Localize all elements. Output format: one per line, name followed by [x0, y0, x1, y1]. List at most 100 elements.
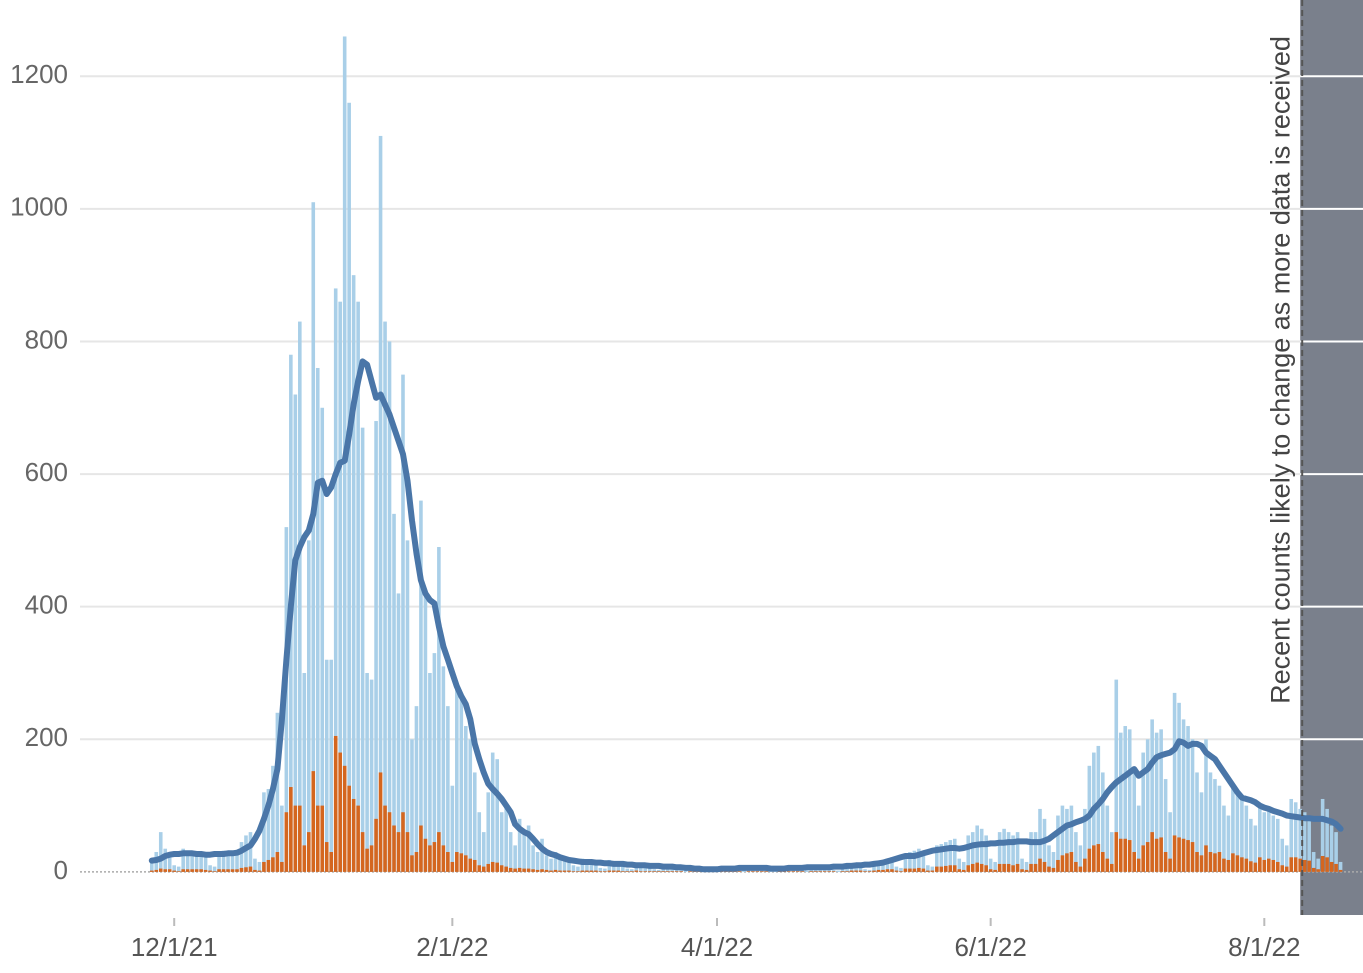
bar: [194, 852, 199, 872]
bar: [383, 805, 387, 872]
bar: [1249, 861, 1253, 872]
bar: [481, 866, 486, 872]
bar: [872, 870, 876, 872]
bar: [306, 540, 311, 872]
bar: [194, 869, 199, 872]
bar: [522, 868, 526, 872]
bar: [428, 845, 432, 872]
bar: [993, 869, 997, 872]
bar: [760, 871, 764, 872]
bar: [405, 540, 410, 872]
bar: [248, 832, 253, 872]
bar: [908, 868, 912, 872]
bar: [827, 871, 831, 872]
bar: [944, 865, 948, 872]
bar: [1159, 729, 1163, 872]
bar: [253, 858, 257, 872]
bar: [1150, 832, 1154, 872]
bar: [840, 871, 845, 872]
bar: [212, 871, 217, 872]
bar: [822, 871, 827, 872]
bar: [517, 818, 522, 872]
bar: [1298, 858, 1302, 872]
bar: [836, 870, 840, 872]
bar: [1222, 805, 1226, 872]
bar: [903, 853, 908, 872]
bar: [230, 853, 235, 872]
bar: [603, 868, 607, 872]
bar: [342, 765, 347, 872]
average-line: [148, 358, 1344, 873]
bar: [1262, 812, 1267, 872]
bar: [1060, 855, 1065, 872]
recent-shade: [1300, 0, 1363, 915]
bar: [472, 772, 477, 872]
bar: [558, 870, 562, 872]
bar: [419, 500, 423, 872]
bar: [643, 871, 648, 872]
bar: [1284, 866, 1289, 872]
bar: [495, 862, 499, 872]
bar: [504, 805, 508, 872]
bar: [576, 866, 580, 872]
bar: [244, 867, 248, 872]
bar: [1329, 861, 1334, 872]
bar: [1307, 860, 1311, 872]
bar: [1029, 863, 1033, 872]
bar: [558, 855, 562, 872]
bar: [571, 871, 576, 872]
bar: [594, 870, 598, 872]
bar: [1087, 848, 1092, 872]
bar: [562, 870, 567, 872]
bar: [468, 739, 473, 872]
bar: [333, 735, 338, 872]
bar: [979, 828, 984, 872]
bar: [311, 771, 316, 872]
bar: [275, 712, 280, 872]
bar: [1190, 842, 1195, 872]
bar: [594, 861, 598, 872]
bar: [1195, 772, 1199, 872]
bar: [652, 869, 657, 872]
bar: [1154, 732, 1159, 872]
bar: [1199, 792, 1204, 872]
bar: [374, 818, 378, 872]
bar: [621, 863, 625, 872]
bar: [235, 852, 239, 872]
bar: [935, 866, 939, 872]
bar: [544, 869, 549, 872]
bar: [280, 861, 284, 872]
bar: [149, 870, 154, 872]
bar: [567, 857, 571, 872]
bar: [917, 867, 921, 872]
bar: [1249, 818, 1253, 872]
y-tick-label: 400: [25, 590, 68, 620]
bar: [1056, 815, 1060, 872]
bar: [378, 135, 383, 872]
bar: [1042, 818, 1047, 872]
bar: [1253, 825, 1258, 872]
bar: [1190, 739, 1195, 872]
bar: [535, 869, 540, 872]
bar: [1060, 805, 1065, 872]
bar: [948, 865, 953, 872]
bar: [1042, 861, 1047, 872]
bar: [320, 407, 325, 872]
bar: [1136, 805, 1141, 872]
bar: [176, 871, 181, 872]
bar: [585, 870, 589, 872]
bar: [167, 869, 172, 872]
bar: [208, 865, 212, 872]
bar: [298, 805, 302, 872]
bar: [450, 861, 455, 872]
bar: [912, 868, 917, 872]
bar: [1109, 863, 1114, 872]
bar: [885, 869, 890, 872]
bar: [432, 653, 437, 872]
bar: [621, 871, 625, 872]
bar: [1338, 861, 1343, 872]
bar: [647, 871, 652, 872]
bar: [1316, 858, 1320, 872]
bar: [1240, 798, 1244, 872]
bar: [603, 871, 607, 872]
